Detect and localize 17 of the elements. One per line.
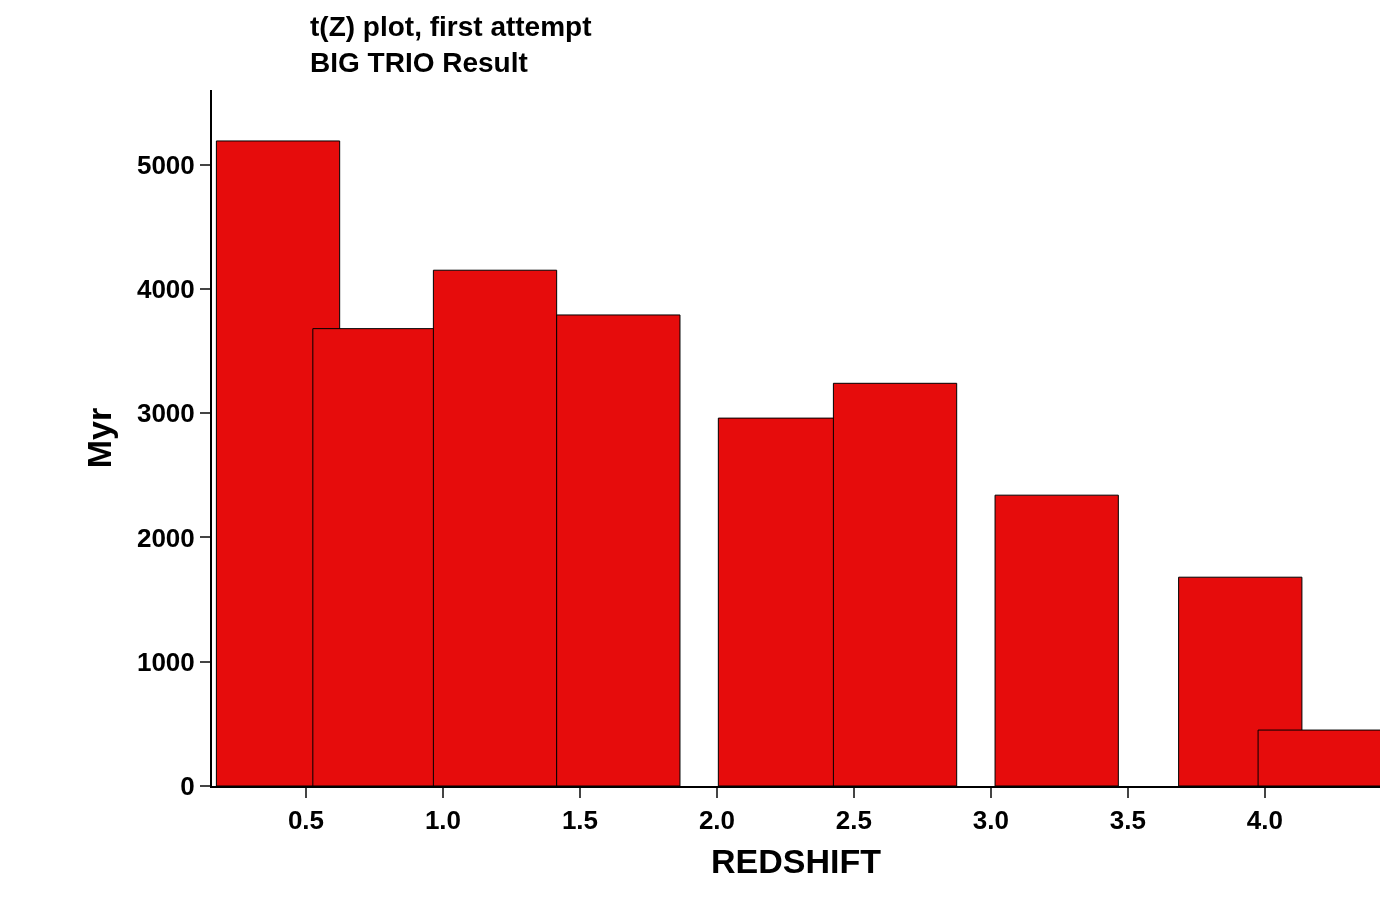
x-tick-label: 1.0 (424, 805, 462, 836)
y-tick-label: 3000 (136, 398, 195, 429)
x-tick-label: 1.5 (561, 805, 599, 836)
y-tick-label: 2000 (136, 522, 195, 553)
y-tick-label: 5000 (136, 149, 195, 180)
x-tick-label: 0.5 (287, 805, 325, 836)
x-axis-title: REDSHIFT (711, 842, 882, 880)
y-tick-label: 1000 (136, 646, 195, 677)
y-axis-title: Myr (80, 407, 119, 469)
y-tick-label: 0 (180, 771, 195, 802)
x-tick-label: 3.5 (1109, 805, 1147, 836)
x-tick-label: 3.0 (972, 805, 1010, 836)
chart-title: t(Z) plot, first attempt BIG TRIO Result (310, 10, 592, 79)
y-tick-label: 4000 (136, 273, 195, 304)
x-tick-label: 2.0 (698, 805, 736, 836)
x-tick-label: 4.0 (1246, 805, 1284, 836)
x-tick-label: 2.5 (835, 805, 873, 836)
